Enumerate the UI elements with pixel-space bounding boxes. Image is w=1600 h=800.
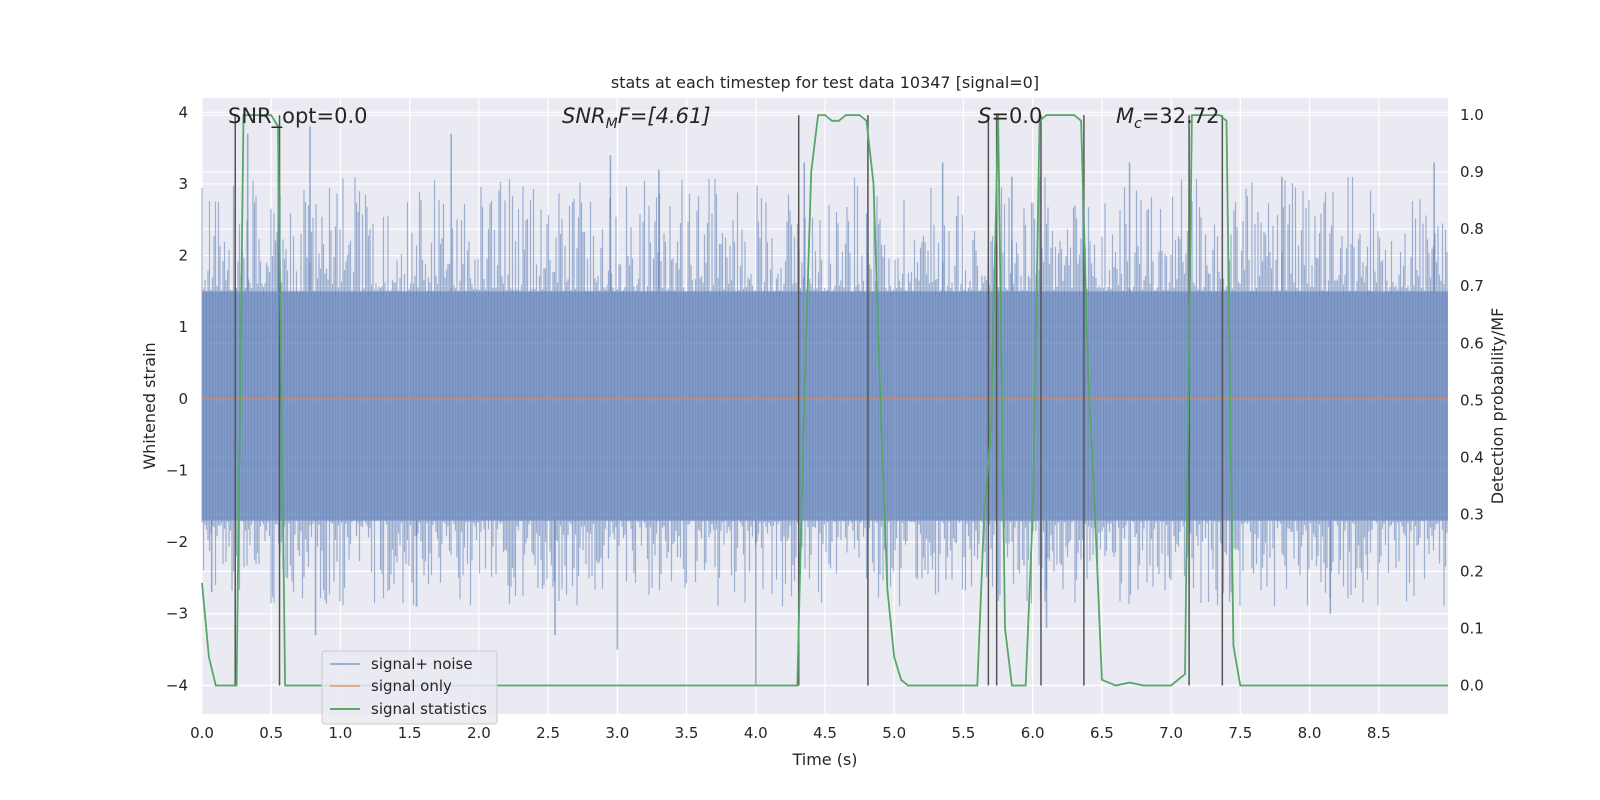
x-tick-label: 6.0 [1021,724,1045,742]
y-tick-label-right: 0.7 [1460,277,1484,295]
x-tick-label: 3.0 [605,724,629,742]
y-tick-label-left: 1 [178,318,188,336]
noise-trace [201,176,1448,607]
y-tick-label-left: 4 [178,103,188,121]
x-tick-label: 0.0 [190,724,214,742]
x-axis-label: Time (s) [791,750,857,769]
x-tick-label: 2.0 [467,724,491,742]
y-tick-label-left: −4 [166,676,188,694]
noise-series [201,126,1448,686]
y-tick-label-right: 0.1 [1460,619,1484,637]
legend-label-noise: signal+ noise [371,655,473,673]
y-tick-label-left: 3 [178,175,188,193]
y-tick-label-right: 0.2 [1460,562,1484,580]
y-tick-label-right: 0.0 [1460,676,1484,694]
x-tick-label: 6.5 [1090,724,1114,742]
y-tick-label-left: −3 [166,605,188,623]
x-tick-label: 4.0 [744,724,768,742]
annotation-s: S=0.0 [978,104,1042,128]
y-tick-label-right: 1.0 [1460,106,1484,124]
y-tick-label-right: 0.8 [1460,220,1484,238]
y-tick-label-right: 0.3 [1460,505,1484,523]
y-ticks-right: 1.0 0.9 0.8 0.7 0.6 0.5 0.4 0.3 0.2 0.1 0.0 [1460,106,1484,694]
y-tick-label-right: 0.6 [1460,334,1484,352]
x-tick-label: 7.0 [1159,724,1183,742]
x-ticks: 0.0 0.5 1.0 1.5 2.0 2.5 3.0 3.5 4.0 4.5 5.0 5.5 6.0 6… [190,724,1391,742]
x-tick-label: 5.0 [882,724,906,742]
chart-title: stats at each timestep for test data 103… [611,73,1039,92]
x-tick-label: 4.5 [813,724,837,742]
legend: signal+ noise signal only signal statist… [321,650,498,725]
legend-box [321,650,498,725]
y-tick-label-left: −1 [166,461,188,479]
x-tick-label: 0.5 [259,724,283,742]
x-tick-label: 8.5 [1367,724,1391,742]
y-tick-label-left: 2 [178,247,188,265]
y-tick-label-right: 0.5 [1460,391,1484,409]
signal-statistics-series [201,114,1448,687]
x-tick-label: 7.5 [1228,724,1252,742]
annotation-mc: Mc=32.72 [1116,104,1220,132]
y-tick-label-left: 0 [178,390,188,408]
y-tick-label-right: 0.9 [1460,163,1484,181]
x-tick-label: 1.5 [398,724,422,742]
annotation-snr-opt: SNR_opt=0.0 [228,104,368,129]
signal-statistics-line [201,114,1448,687]
legend-label-statistics: signal statistics [371,700,487,718]
x-tick-label: 1.0 [329,724,353,742]
x-tick-label: 5.5 [952,724,976,742]
x-tick-label: 2.5 [536,724,560,742]
annotation-snr-mf: SNRMF=[4.61] [562,104,711,132]
x-tick-label: 3.5 [675,724,699,742]
y-tick-label-left: −2 [166,533,188,551]
y-axis-label-left: Whitened strain [140,342,159,469]
x-tick-label: 8.0 [1298,724,1322,742]
y-ticks-left: 4 3 2 1 0 −1 −2 −3 −4 [166,103,188,694]
legend-label-signal-only: signal only [371,677,452,695]
y-axis-label-right: Detection probability/MF [1488,308,1507,505]
y-tick-label-right: 0.4 [1460,448,1484,466]
